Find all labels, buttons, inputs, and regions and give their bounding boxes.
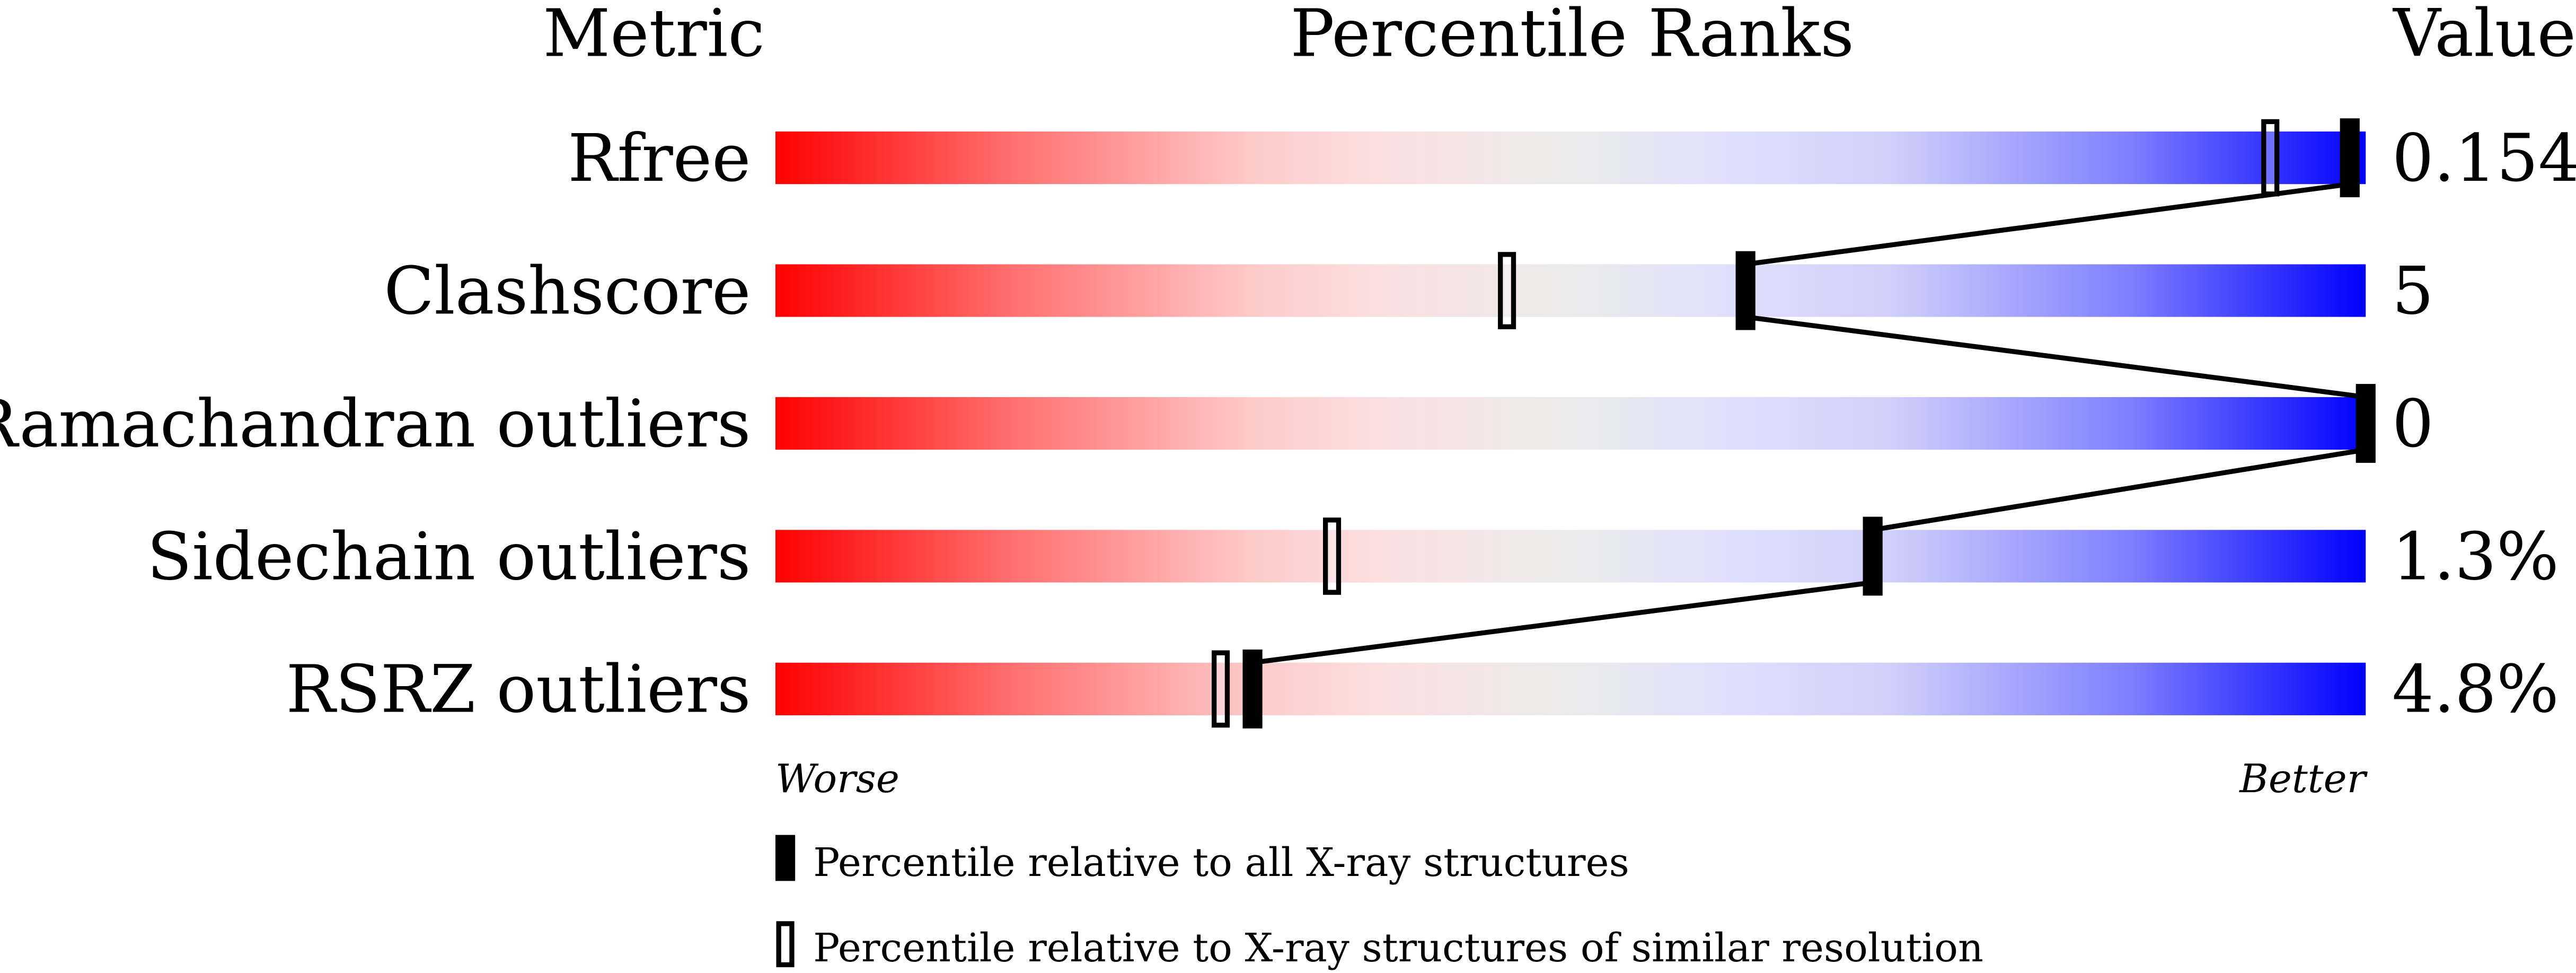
metric-value: 4.8%: [2392, 652, 2559, 728]
worse-label: Worse: [775, 756, 899, 802]
metric-value: 0: [2392, 386, 2434, 462]
percentile-all-marker: [2356, 384, 2376, 463]
legend-open-label: Percentile relative to X-ray structures …: [813, 925, 1983, 971]
metric-label: RSRZ outliers: [286, 652, 751, 728]
percentile-bar: [775, 264, 2366, 317]
header-value: Value: [2392, 0, 2576, 72]
metric-label: Rfree: [568, 120, 751, 197]
connector-line: [1252, 580, 1873, 665]
metric-label: Clashscore: [384, 253, 751, 329]
percentile-all-marker: [1735, 251, 1755, 330]
connector-line: [1745, 181, 2350, 267]
metric-value: 5: [2392, 253, 2434, 329]
connector-line: [1745, 314, 2366, 400]
legend-filled-marker-icon: [775, 835, 796, 881]
header-percentile-ranks: Percentile Ranks: [1290, 0, 1854, 72]
metric-label: Sidechain outliers: [147, 519, 751, 595]
metric-value: 1.3%: [2392, 519, 2559, 595]
percentile-bar: [775, 530, 2366, 583]
percentile-similar-marker: [1211, 650, 1230, 728]
legend-filled-label: Percentile relative to all X-ray structu…: [813, 839, 1629, 886]
percentile-all-marker: [2340, 118, 2360, 197]
better-label: Better: [2238, 756, 2368, 802]
percentile-similar-marker: [1323, 518, 1342, 595]
header-metric: Metric: [543, 0, 764, 72]
percentile-bar: [775, 397, 2366, 450]
metric-value: 0.154: [2392, 120, 2576, 197]
connector-line: [1872, 447, 2367, 532]
percentile-bar: [775, 662, 2366, 715]
metric-label: Ramachandran outliers: [0, 386, 751, 462]
percentile-bar: [775, 132, 2366, 185]
percentile-all-marker: [1863, 516, 1883, 596]
percentile-similar-marker: [2261, 119, 2280, 197]
legend-open-marker-icon: [776, 921, 795, 968]
percentile-all-marker: [1242, 649, 1263, 729]
percentile-similar-marker: [1498, 252, 1516, 329]
